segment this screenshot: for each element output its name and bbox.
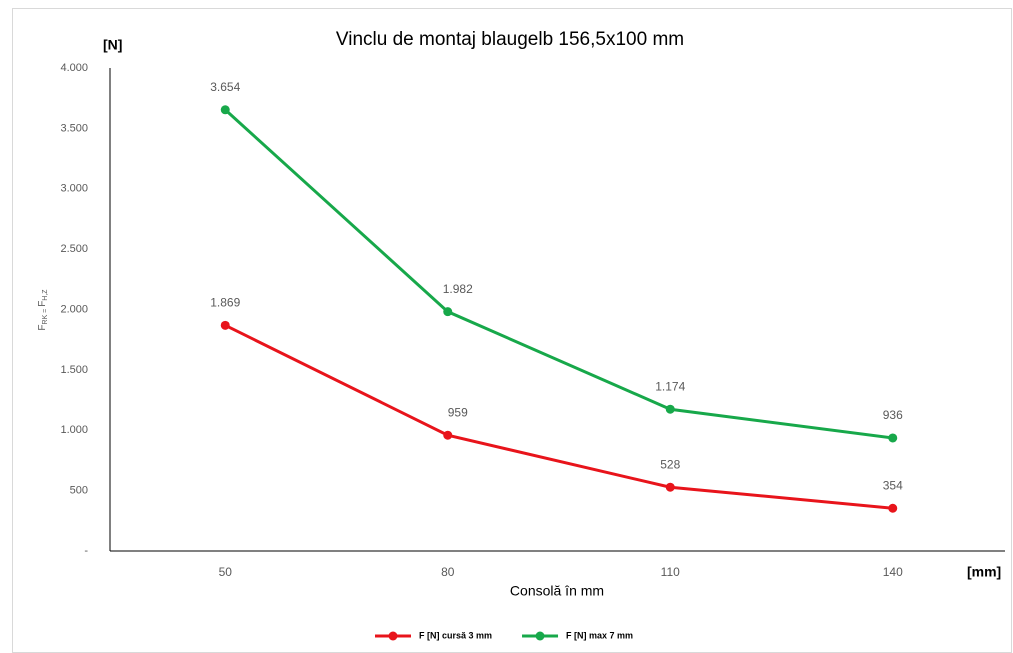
y-tick-label: 1.000 bbox=[60, 424, 88, 436]
data-point bbox=[888, 503, 898, 513]
y-tick-label: 3.500 bbox=[60, 122, 88, 134]
data-label: 3.654 bbox=[210, 80, 240, 94]
series-line bbox=[224, 108, 893, 440]
y-tick-label: 1.500 bbox=[60, 364, 88, 376]
legend-marker bbox=[535, 631, 545, 641]
series-line bbox=[224, 323, 893, 510]
data-label: 528 bbox=[660, 457, 680, 471]
data-label: 1.174 bbox=[655, 379, 685, 393]
data-point bbox=[665, 404, 675, 414]
y-axis-label: FRK = FH,Z bbox=[37, 289, 49, 331]
y-label-part: H,Z bbox=[42, 289, 49, 301]
data-point bbox=[665, 482, 675, 492]
y-tick-label: 2.000 bbox=[60, 303, 88, 315]
data-point bbox=[220, 105, 230, 115]
x-tick-label: 80 bbox=[441, 565, 455, 579]
chart-title: Vinclu de montaj blaugelb 156,5x100 mm bbox=[336, 29, 684, 50]
chart-frame bbox=[12, 8, 1012, 653]
x-tick-label: 110 bbox=[661, 565, 680, 579]
legend-label: F [N] cursă 3 mm bbox=[419, 630, 492, 640]
y-tick-label: - bbox=[84, 545, 88, 557]
data-label: 1.869 bbox=[210, 295, 240, 309]
data-point bbox=[220, 320, 230, 330]
data-label: 936 bbox=[883, 408, 903, 422]
legend-marker bbox=[388, 631, 398, 641]
x-axis-label: Consolă în mm bbox=[510, 583, 604, 599]
data-point bbox=[443, 307, 453, 317]
x-unit: [mm] bbox=[967, 564, 1001, 580]
y-label-part: F bbox=[37, 301, 48, 307]
y-tick-label: 2.500 bbox=[60, 243, 88, 255]
y-label-part: F bbox=[37, 324, 48, 330]
y-tick-label: 3.000 bbox=[60, 183, 88, 195]
data-label: 1.982 bbox=[443, 282, 473, 296]
y-unit: [N] bbox=[103, 37, 122, 53]
x-tick-label: 50 bbox=[219, 565, 233, 579]
data-point bbox=[443, 430, 453, 440]
y-label-part: RK = bbox=[42, 307, 49, 325]
y-tick-label: 4.000 bbox=[60, 62, 88, 74]
data-point bbox=[888, 433, 898, 443]
legend-label: F [N] max 7 mm bbox=[566, 630, 633, 640]
data-label: 354 bbox=[883, 478, 903, 492]
data-label: 959 bbox=[448, 405, 468, 419]
y-tick-label: 500 bbox=[70, 485, 88, 497]
x-tick-label: 140 bbox=[883, 565, 903, 579]
